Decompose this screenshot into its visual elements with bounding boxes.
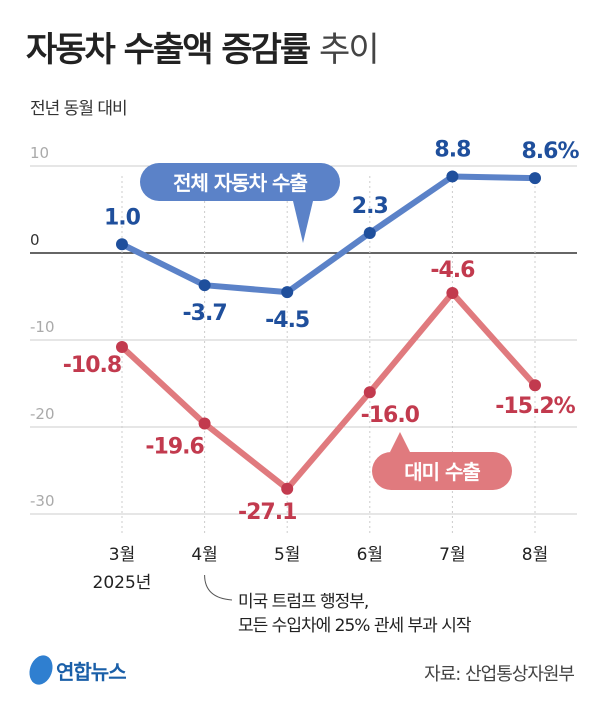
data-point <box>281 286 294 299</box>
annotation-leader <box>204 574 233 601</box>
data-label: 8.8 <box>434 137 470 162</box>
data-point <box>198 417 211 430</box>
callout-pointer <box>390 432 410 452</box>
data-label: -4.6 <box>430 258 475 283</box>
series-name: 대미 수출 <box>404 460 480 484</box>
data-label: -15.2% <box>495 394 575 419</box>
data-point <box>198 279 211 292</box>
data-label: 2.3 <box>352 194 388 219</box>
series-line <box>119 290 538 492</box>
callout-pointer <box>293 201 313 243</box>
data-label: -10.8 <box>63 353 121 378</box>
annotation: 미국 트럼프 행정부, 모든 수입차에 25% 관세 부과 시작 <box>238 592 471 636</box>
data-label: 1.0 <box>104 205 141 230</box>
y-tick-label: 0 <box>30 231 40 249</box>
y-tick-label: -20 <box>30 405 55 423</box>
logo: 연합뉴스 <box>25 652 127 688</box>
x-tick-label: 4월 <box>191 545 217 565</box>
x-tick-label: 5월 <box>274 545 300 565</box>
data-label: -27.1 <box>238 500 296 525</box>
data-point <box>281 482 294 495</box>
chart-title: 자동차 수출액 증감률 추이 <box>26 30 380 70</box>
data-point <box>529 172 541 185</box>
data-label: -19.6 <box>145 435 204 460</box>
y-tick-label: 10 <box>30 144 49 162</box>
x-tick-label: 8월 <box>522 545 548 565</box>
x-tick-label: 7월 <box>439 545 465 565</box>
source: 자료: 산업통상자원부 <box>424 664 575 685</box>
x-tick-label: 6월 <box>357 545 383 565</box>
data-point <box>446 287 459 300</box>
data-point <box>529 379 541 392</box>
y-tick-label: -30 <box>30 492 55 510</box>
x-tick-label: 3월 <box>109 545 135 565</box>
data-label: -3.7 <box>183 301 227 326</box>
series-label-badge <box>140 163 340 201</box>
year-label: 2025년 <box>93 573 152 593</box>
series-name: 전체 자동차 수출 <box>173 171 307 195</box>
y-tick-label: -10 <box>30 318 55 336</box>
unit-label: 전년 동월 대비 <box>30 99 128 119</box>
data-point <box>116 340 128 353</box>
series-line <box>119 173 538 296</box>
data-label: 8.6% <box>521 139 579 164</box>
data-point <box>363 226 376 239</box>
logo-icon <box>25 652 57 688</box>
data-label: -16.0 <box>361 403 420 428</box>
data-point <box>446 170 459 183</box>
data-point <box>363 386 376 399</box>
data-label: -4.5 <box>265 308 309 333</box>
series-label-badge <box>372 452 512 490</box>
data-point <box>116 238 128 251</box>
